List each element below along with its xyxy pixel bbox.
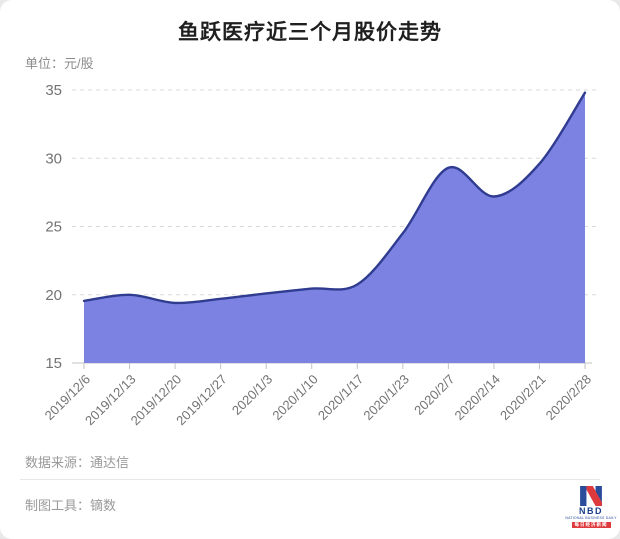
chart-tool-label: 制图工具：镝数 (25, 498, 117, 513)
x-tick-label-7: 2020/1/23 (360, 372, 412, 424)
x-tick-label-9: 2020/2/14 (452, 372, 504, 424)
x-tick-label-8: 2020/2/7 (411, 372, 457, 418)
y-tick-label-15: 15 (45, 355, 62, 372)
nbd-logo-text: NBD (579, 506, 603, 516)
y-tick-label-20: 20 (45, 287, 62, 304)
nbd-logo: NBD NATIONAL BUSINESS DAILY 每日经济新闻 (565, 486, 616, 528)
stock-price-area-chart: 15202530352019/12/62019/12/132019/12/202… (42, 82, 596, 428)
nbd-logo-banner: 每日经济新闻 (571, 521, 611, 528)
price-line (82, 91, 587, 305)
x-tick-label-6: 2020/1/17 (315, 372, 367, 424)
nbd-logo-subtext: NATIONAL BUSINESS DAILY (565, 516, 617, 520)
x-tick-label-10: 2020/2/21 (497, 372, 549, 424)
y-axis-unit-label: 单位：元/股 (25, 56, 94, 71)
x-tick-label-4: 2020/1/3 (229, 372, 275, 418)
x-tick-label-5: 2020/1/10 (269, 372, 321, 424)
y-tick-label-25: 25 (45, 219, 62, 236)
footer-divider (20, 479, 600, 480)
nbd-n-icon (580, 486, 602, 506)
y-tick-label-35: 35 (45, 82, 62, 99)
x-tick-label-11: 2020/2/28 (543, 372, 595, 424)
chart-title: 鱼跃医疗近三个月股价走势 (178, 21, 442, 44)
y-tick-label-30: 30 (45, 150, 62, 167)
data-source-label: 数据来源：通达信 (25, 455, 130, 470)
area-fill (84, 92, 585, 363)
